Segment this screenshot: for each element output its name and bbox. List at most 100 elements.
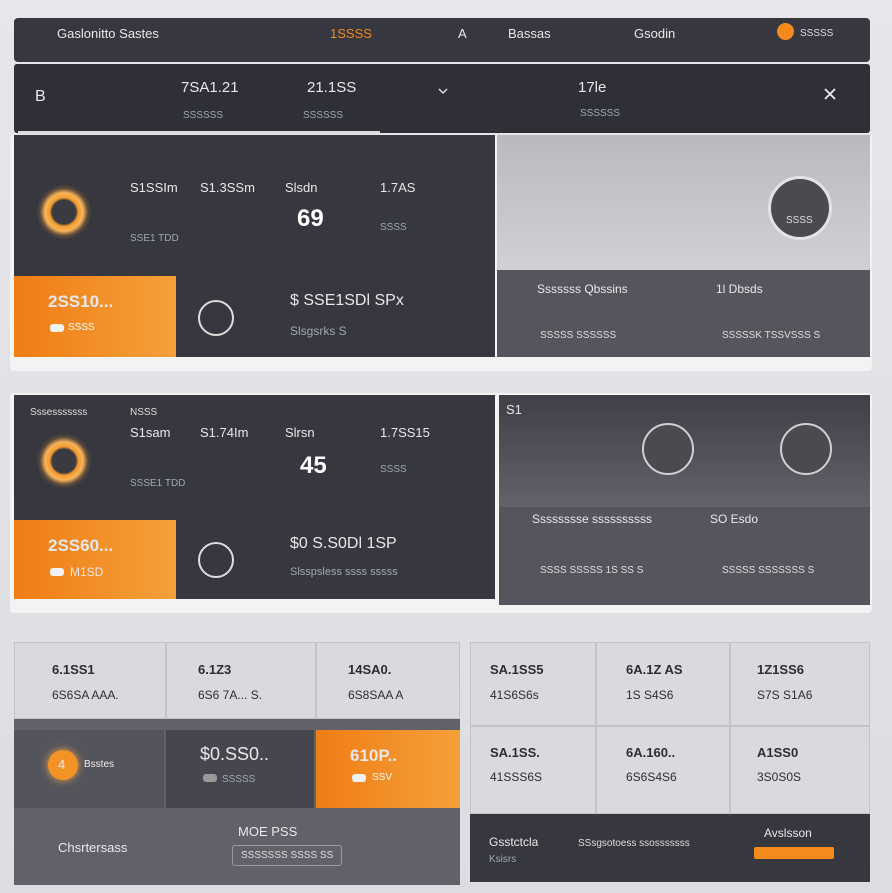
highlight-value: 2SS60... [48, 536, 114, 555]
cell-value: A1SS0 [757, 745, 799, 760]
circle-button[interactable] [642, 423, 694, 475]
footer-label: Chsrtersass [58, 840, 128, 855]
tab[interactable]: A [458, 26, 467, 41]
icon [198, 542, 234, 578]
footer-sub: Ksisrs [489, 854, 517, 865]
cell-value: 6A.160.. [626, 745, 676, 760]
card [14, 730, 164, 808]
big-number: 45 [300, 452, 327, 479]
cell-value: SA.1SS. [490, 745, 540, 760]
row-text: SSSS SSSSS 1S SS S [540, 565, 644, 576]
metric: Slsdn [285, 180, 318, 195]
cell [470, 642, 596, 726]
cell [316, 642, 460, 719]
summary-title: $ SSE1SDl SPx [290, 292, 404, 309]
cell-value: 6A.1Z AS [626, 662, 683, 677]
ring-icon [36, 433, 92, 489]
highlight-value: 2SS10... [48, 292, 114, 311]
footer-button[interactable]: SSSSSSS SSSS SS [232, 845, 343, 866]
icon [198, 300, 234, 336]
circle-button[interactable] [780, 423, 832, 475]
row-text: SSSSSK TSSVSSS S [722, 330, 821, 341]
highlight-badge: SSSS [68, 322, 95, 333]
small-label: SSSS [380, 464, 407, 475]
icon-label: B [35, 88, 46, 105]
metric: Slrsn [285, 425, 315, 440]
status: SSSSS [800, 28, 834, 39]
brand: Gaslonitto Sastes [57, 26, 159, 41]
cell [730, 642, 870, 726]
cell-label: 6S8SAA A [348, 688, 404, 702]
tab[interactable]: Bassas [508, 26, 551, 41]
cell-value: 1Z1SS6 [757, 662, 804, 677]
cell [470, 726, 596, 814]
metric: S1.3SSm [200, 180, 255, 195]
stat-value: 17le [578, 79, 607, 96]
col-header: 1l Dbsds [716, 282, 763, 296]
col-header: Sssssss Qbssins [537, 282, 628, 296]
summary-subtitle: Slsspsless ssss sssss [290, 566, 398, 578]
stat-value: 21.1SS [307, 79, 357, 96]
cell-value: 14SA0. [348, 662, 392, 677]
cell-value: 6.1Z3 [198, 662, 232, 677]
card-label: SSSSS [222, 774, 256, 785]
pill [352, 774, 366, 782]
col-header: SO Esdo [710, 512, 759, 526]
cell [596, 642, 730, 726]
cell [730, 726, 870, 814]
metric: 1.7AS [380, 180, 416, 195]
panel-right-bottom [499, 507, 870, 605]
top-bar [14, 18, 870, 62]
metric: 1.7SS15 [380, 425, 430, 440]
status-dot [777, 23, 794, 40]
panel-right-bottom [497, 270, 870, 357]
cell-label: 3S0S0S [757, 770, 802, 784]
action-bar[interactable] [754, 847, 834, 859]
metric: S1.74Im [200, 425, 249, 440]
cell-label: 6S6 7A... S. [198, 688, 263, 702]
stat-label: SSSSSS [183, 110, 224, 121]
highlight-card[interactable] [14, 276, 176, 357]
cell [14, 642, 166, 719]
cell-label: 41SSS6S [490, 770, 543, 784]
metric-sub: SSSE1 TDD [130, 478, 186, 489]
badge: 4 [58, 757, 66, 772]
panel-header: Sssesssssss [30, 407, 88, 418]
cell-label: 1S S4S6 [626, 688, 674, 702]
cell [596, 726, 730, 814]
footer-label: Gsstctcla [489, 835, 539, 849]
col-header: Sssssssse ssssssssss [532, 512, 653, 526]
cell-label: 41S6S6s [490, 688, 539, 702]
cell-label: 6S6SA AAA. [52, 688, 119, 702]
footer-action[interactable]: Avslsson [764, 826, 812, 840]
row-text: SSSSS SSSSSSS S [722, 565, 815, 576]
orange-card[interactable] [316, 730, 460, 808]
footer-text: SSsgsotoess ssosssssss [578, 838, 690, 849]
progress-bar [18, 131, 380, 134]
stat-value: 7SA1.21 [181, 79, 239, 96]
metric: S1sam [130, 425, 171, 440]
pill [203, 774, 217, 782]
metric: S1SSIm [130, 180, 178, 195]
badge-circle [48, 750, 78, 780]
close-button[interactable] [822, 86, 838, 102]
chevron[interactable] [436, 84, 450, 98]
summary-subtitle: Slsgsrks S [290, 324, 347, 338]
panel-badge: S1 [506, 402, 522, 417]
circle-button[interactable] [768, 176, 832, 240]
pill [50, 568, 64, 576]
highlight-card[interactable] [14, 520, 176, 599]
tab[interactable]: 1SSSS [330, 26, 372, 41]
big-number: 69 [297, 205, 324, 232]
highlight-badge: M1SD [70, 565, 104, 579]
card-value: $0.SS0.. [200, 744, 270, 764]
card-value: 610P.. [350, 746, 397, 765]
cell [166, 642, 316, 719]
stat-label: SSSSSS [580, 108, 621, 119]
tab[interactable]: Gsodin [634, 26, 676, 41]
cell-value: SA.1SS5 [490, 662, 544, 677]
summary-title: $0 S.S0Dl 1SP [290, 535, 397, 552]
ring-icon [36, 184, 92, 240]
pill [50, 324, 64, 332]
